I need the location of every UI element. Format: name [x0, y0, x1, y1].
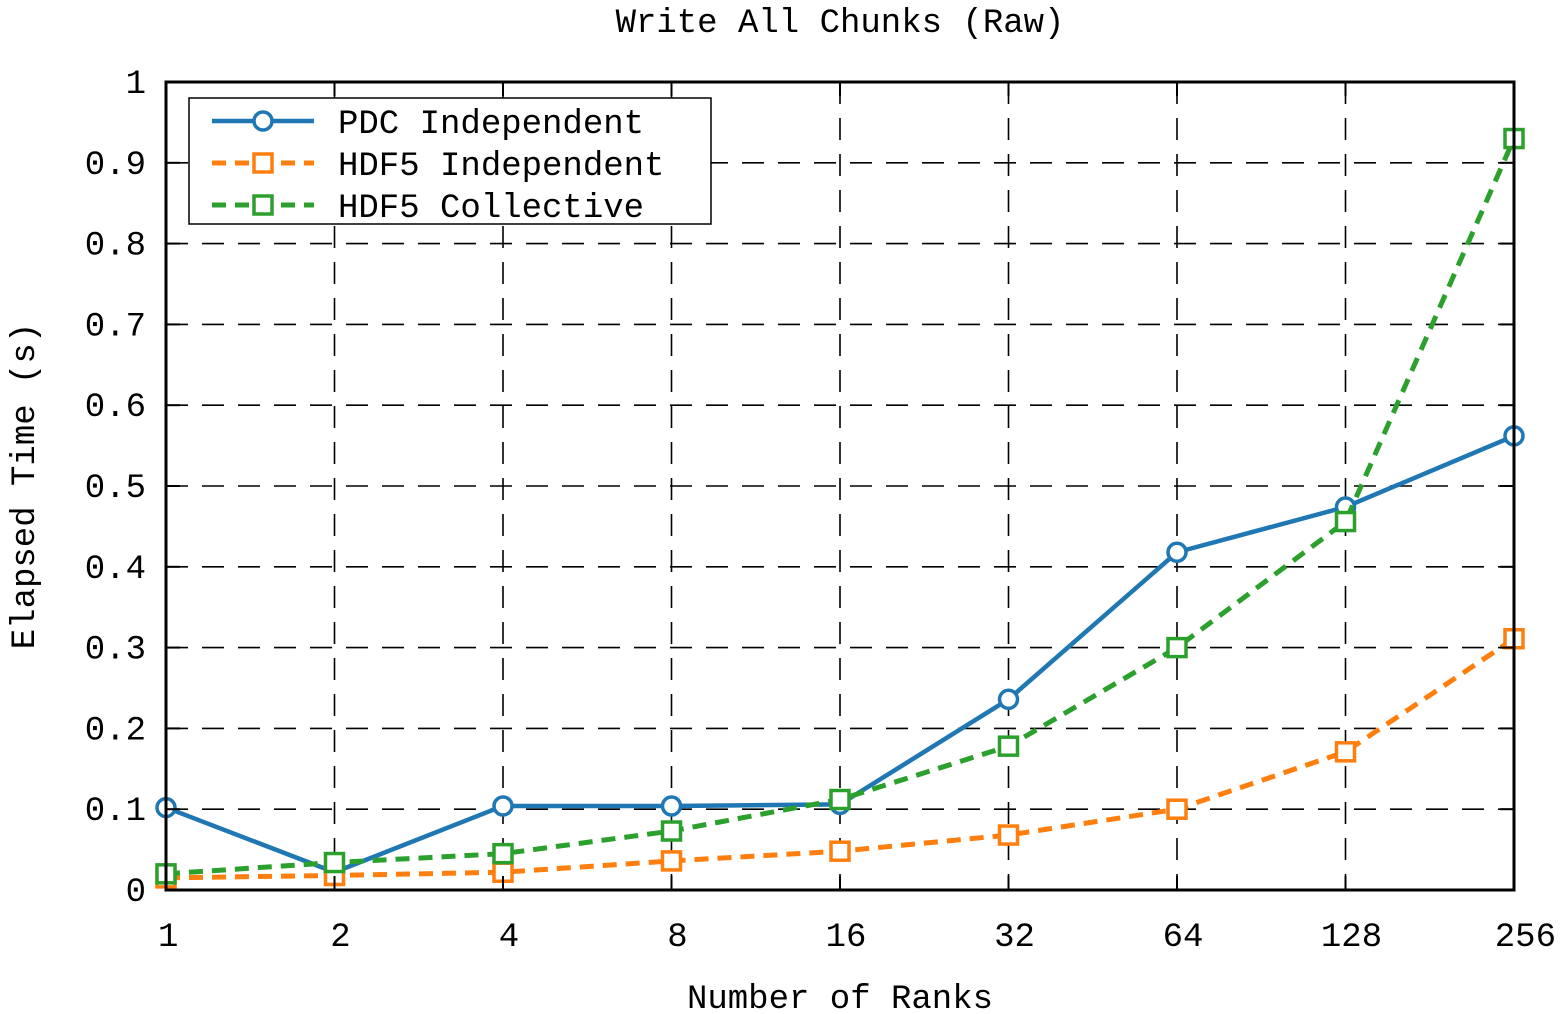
data-point	[997, 824, 1020, 846]
x-tick-label: 256	[1495, 919, 1556, 957]
data-point	[997, 688, 1020, 711]
data-point	[660, 820, 683, 842]
ticks	[165, 81, 1515, 891]
y-tick-label: 0	[126, 874, 146, 912]
y-tick-label: 0.2	[85, 712, 146, 750]
legend-swatch-marker	[252, 194, 274, 216]
data-point	[492, 795, 514, 817]
data-point	[660, 795, 683, 817]
x-tick-label: 1	[158, 919, 178, 957]
data-point	[492, 842, 514, 865]
x-axis-label: Number of Ranks	[687, 981, 993, 1014]
x-tick-label: 32	[994, 919, 1035, 957]
x-tick-label: 8	[667, 919, 687, 957]
legend-label: HDF5 Independent	[338, 148, 664, 186]
data-point	[829, 788, 851, 811]
data-point	[1334, 741, 1357, 763]
chart-title: Write All Chunks (Raw)	[616, 5, 1065, 43]
data-point	[1166, 636, 1188, 659]
grid	[166, 82, 1514, 890]
series-2	[155, 127, 1525, 885]
data-point	[660, 850, 683, 872]
data-point	[829, 840, 851, 862]
data-point	[1334, 510, 1357, 533]
data-point	[997, 735, 1020, 757]
y-tick-label: 0.3	[85, 632, 146, 670]
y-tick-label: 0.9	[85, 147, 146, 185]
legend-entry: PDC Independent	[212, 106, 644, 144]
legend-entry: HDF5 Independent	[212, 148, 664, 186]
y-tick-label: 0.4	[85, 551, 146, 589]
x-tick-label: 2	[330, 919, 350, 957]
y-tick-label: 0.6	[85, 389, 146, 427]
y-tick-label: 0.7	[85, 308, 146, 346]
y-tick-label: 0.1	[85, 793, 146, 831]
x-tick-label: 16	[826, 919, 867, 957]
y-tick-label: 0.5	[85, 470, 146, 508]
data-point	[1166, 541, 1188, 564]
legend-swatch-marker	[252, 152, 274, 174]
legend-label: HDF5 Collective	[338, 190, 644, 228]
legend-swatch-marker	[252, 110, 274, 132]
legend-entry: HDF5 Collective	[212, 190, 644, 228]
x-tick-label: 4	[499, 919, 519, 957]
y-tick-label: 0.8	[85, 228, 146, 266]
series-layer	[155, 127, 1525, 889]
legend-label: PDC Independent	[338, 106, 644, 144]
y-tick-label: 1	[126, 66, 146, 104]
tick-labels: 1 2 4 8 16 32 64 128 256 0 0.1 0.2 0.3 0.4 0.5 0.6 0.7 0.…	[85, 66, 1556, 957]
legend: PDC Independent HDF5 Independent HDF5 Coll…	[188, 97, 712, 228]
y-axis-label: Elapsed Time (s)	[7, 323, 45, 649]
data-point	[1166, 798, 1188, 820]
data-point	[323, 851, 346, 874]
x-tick-label: 64	[1163, 919, 1204, 957]
x-tick-label: 128	[1321, 919, 1382, 957]
